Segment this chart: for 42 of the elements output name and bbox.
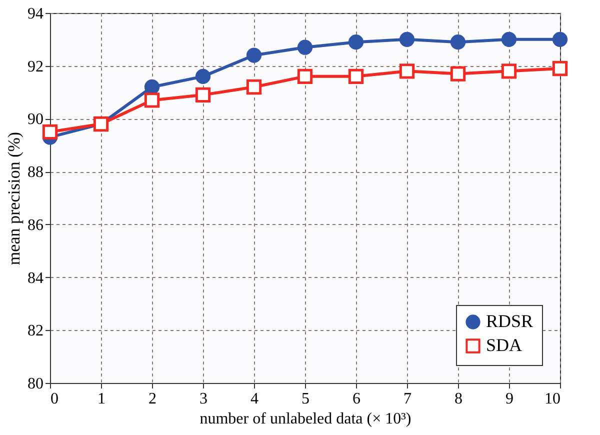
point xyxy=(297,68,313,84)
point xyxy=(195,68,211,84)
x-tick-label: 1 xyxy=(98,390,106,408)
point xyxy=(144,92,160,108)
point xyxy=(552,32,568,47)
x-axis-title: number of unlabeled data (× 10³) xyxy=(200,410,412,428)
y-tick-label: 80 xyxy=(28,376,44,392)
x-tick-label: 4 xyxy=(250,390,258,408)
point xyxy=(501,64,517,79)
point xyxy=(246,79,262,95)
legend-label: SDA xyxy=(486,335,522,355)
legend-label: RDSR xyxy=(486,311,534,331)
point xyxy=(195,87,211,103)
y-tick-label: 82 xyxy=(28,322,44,340)
point xyxy=(399,32,415,47)
x-tick-label: 9 xyxy=(506,390,514,408)
point xyxy=(450,34,466,50)
point xyxy=(552,60,568,76)
point xyxy=(501,32,517,47)
x-tick-label: 6 xyxy=(352,390,360,408)
y-axis-title: mean precision (%) xyxy=(4,132,24,266)
x-tick-label: 10 xyxy=(544,390,560,408)
point xyxy=(348,34,364,50)
point xyxy=(246,48,262,63)
x-tick-label: 7 xyxy=(404,390,412,408)
y-tick-label: 90 xyxy=(28,111,44,128)
x-tick-label: 8 xyxy=(454,390,462,408)
x-tick-label: 0 xyxy=(50,390,58,408)
x-tick-label: 5 xyxy=(302,390,310,408)
point xyxy=(144,79,160,95)
point xyxy=(297,40,313,55)
point xyxy=(450,66,466,82)
y-tick-label: 92 xyxy=(28,58,44,76)
y-tick-label: 86 xyxy=(28,216,44,234)
y-tick-label: 88 xyxy=(28,164,44,182)
y-tick-label: 94 xyxy=(28,6,44,22)
point xyxy=(348,68,364,84)
x-tick-label: 3 xyxy=(200,390,208,408)
point xyxy=(399,64,415,79)
y-tick-label: 84 xyxy=(28,270,44,287)
point xyxy=(42,124,58,140)
x-tick-label: 2 xyxy=(148,390,156,408)
